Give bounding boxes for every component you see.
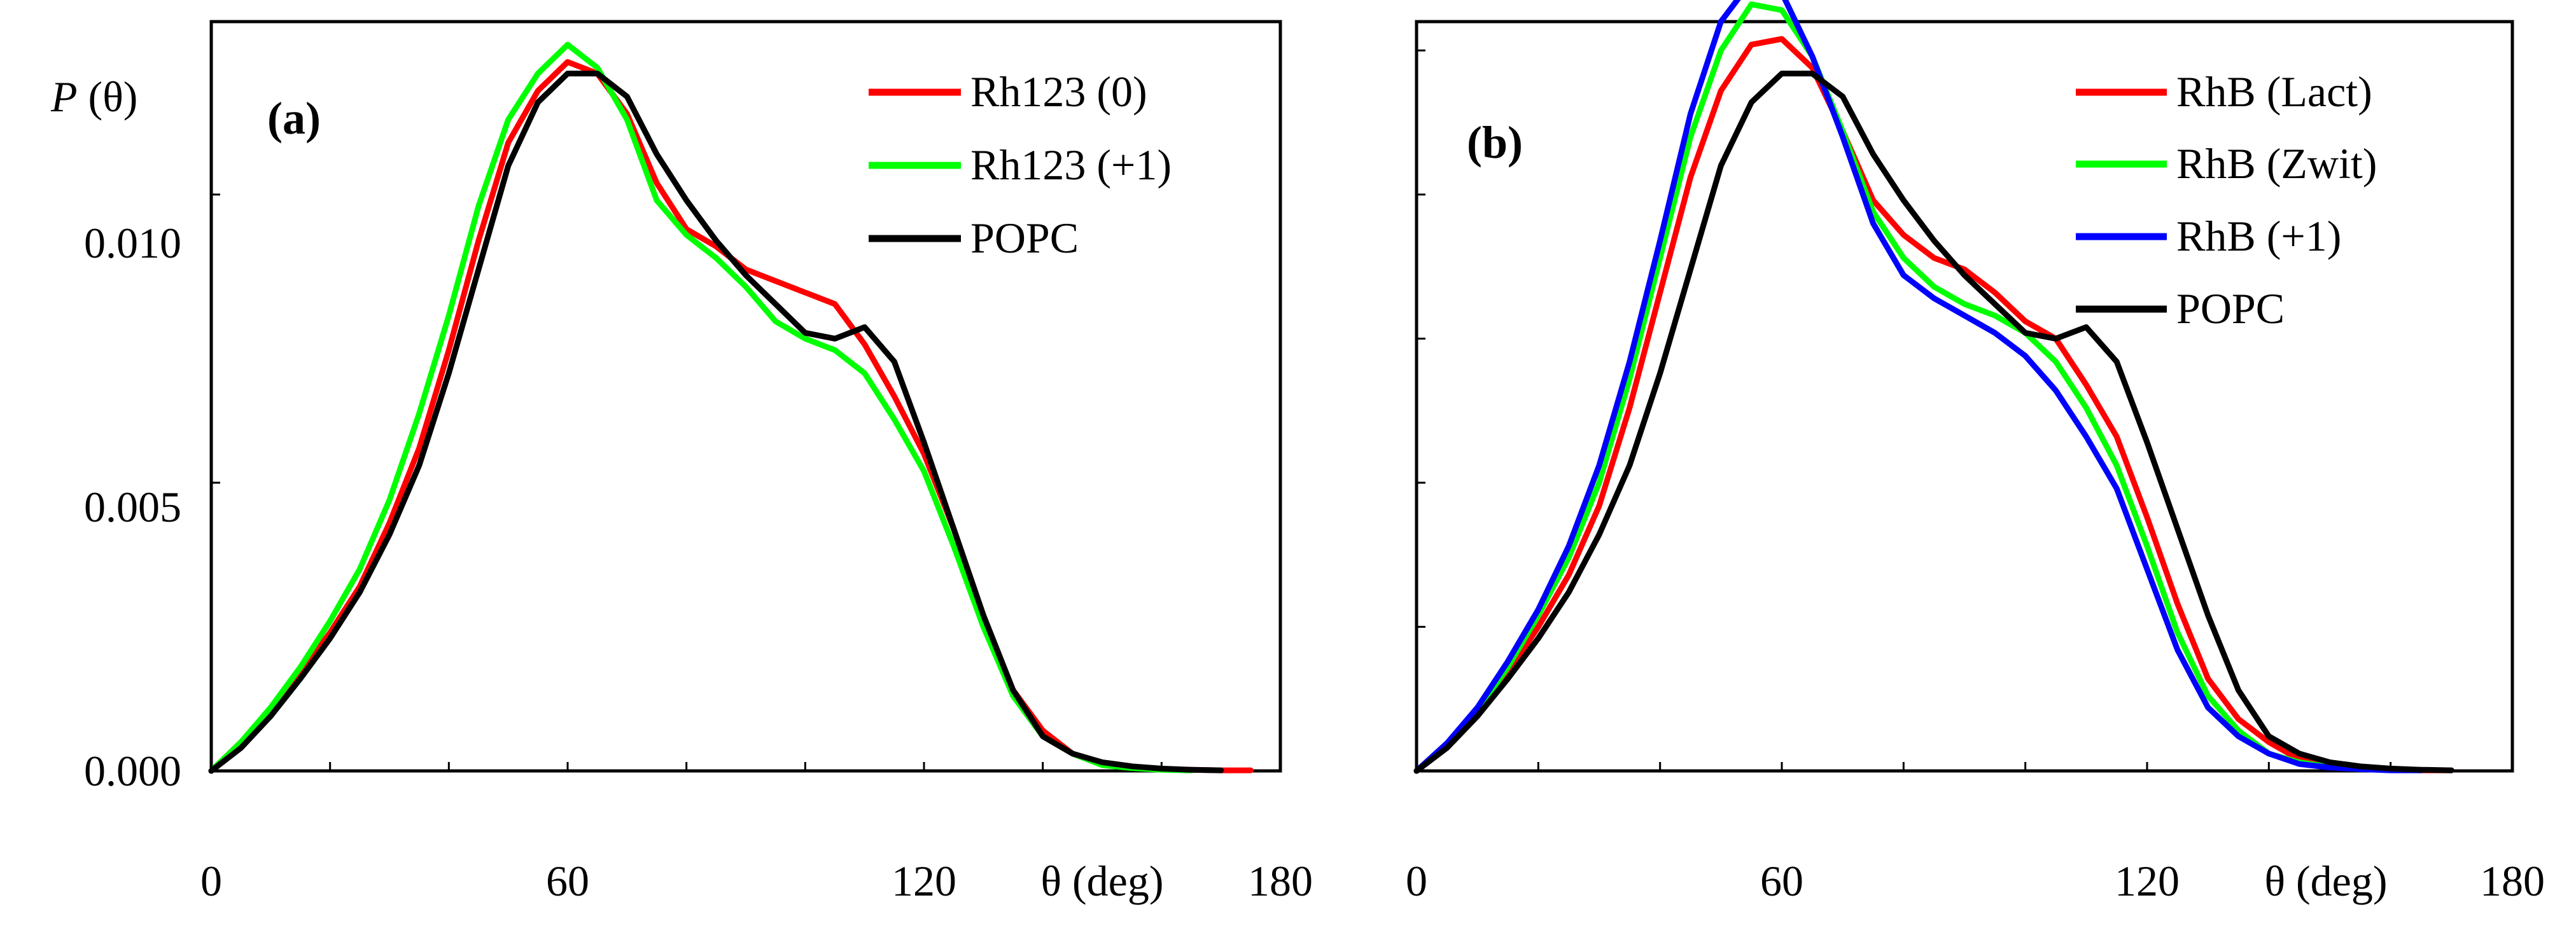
legend-a: Rh123 (0) Rh123 (+1) POPC [869,67,1172,262]
legend-label: Rh123 (0) [970,67,1147,116]
x-tick-label: 60 [546,857,589,905]
legend-label: POPC [2176,284,2285,333]
x-tick-label: 0 [200,857,222,905]
legend-label: RhB (+1) [2176,212,2341,260]
series-line-rhb-lact [1413,36,2454,774]
y-axis-title: P (θ) [50,73,137,121]
legend-label: RhB (Zwit) [2176,139,2377,188]
y-axis-title-rest: (θ) [78,73,138,121]
series-line-popc [1413,71,2454,774]
plot-area-b [1413,0,2454,774]
y-tick-label: 0.005 [84,483,181,531]
y-axis-title-symbol: P [50,73,78,121]
series-line-rhb-1 [1413,0,2424,774]
x-tick-label: 0 [1406,857,1427,905]
chart-panel-b: 0 60 120 180 θ (deg) (b) RhB (Lact) RhB … [1406,0,2545,905]
plot-area-a [208,41,1254,774]
series-line-rhb-zwit [1413,1,2424,774]
ticks-a [210,193,1282,772]
chart-panel-a: 0.000 0.005 0.010 P (θ) 0 60 120 180 θ (… [50,20,1313,905]
plot-frame-a [209,20,1282,773]
x-axis-title: θ (deg) [1040,857,1163,905]
y-tick-label: 0.000 [84,747,181,795]
x-axis-title: θ (deg) [2264,857,2387,905]
x-tick-label: 180 [1248,857,1313,905]
legend-b: RhB (Lact) RhB (Zwit) RhB (+1) POPC [2076,67,2377,333]
x-tick-label: 120 [2115,857,2180,905]
plot-frame-b [1415,20,2514,773]
legend-label: Rh123 (+1) [970,141,1172,189]
legend-label: POPC [970,214,1079,262]
legend-label: RhB (Lact) [2176,67,2372,116]
ticks-b [1415,49,2514,772]
panel-label-a: (a) [267,93,321,144]
series-line-popc [208,71,1224,774]
y-tick-label: 0.010 [84,219,181,267]
x-tick-label: 120 [892,857,956,905]
x-tick-label: 180 [2480,857,2545,905]
x-tick-label: 60 [1760,857,1803,905]
panel-label-b: (b) [1467,117,1523,168]
